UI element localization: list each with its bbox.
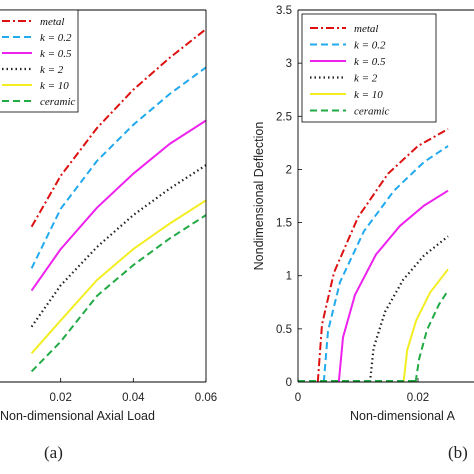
panel-a-x-ticks: 0.02 0.04 0.06: [49, 378, 217, 404]
panel-b-series-line-1: [322, 145, 449, 382]
panel-b-legend-box: [301, 13, 437, 123]
legend-label: ceramic: [40, 96, 76, 108]
x-tick-label: 0.06: [195, 392, 217, 404]
panel-b-series-line-3: [368, 235, 449, 382]
x-tick-label: 0.02: [407, 392, 429, 404]
legend-label: k = 2: [354, 73, 378, 85]
panel-a-legend: metal k = 0.2 k = 0.5 k = 2 k = 10 ceramic: [0, 9, 79, 113]
y-tick-label: 1.5: [276, 218, 292, 230]
panel-a-legend-box: [0, 9, 79, 113]
legend-label: k = 0.5: [354, 56, 386, 68]
panel-a-series-line-0: [30, 28, 206, 228]
x-tick-label: 0.04: [122, 392, 145, 404]
legend-label: k = 0.2: [354, 40, 386, 52]
panel-a-plot-area: [30, 28, 206, 373]
panel-b-subplot-label: (b): [448, 443, 468, 462]
y-tick-label: 0.5: [276, 324, 292, 336]
panel-a-series-line-1: [30, 66, 206, 269]
panel-a-subplot-label: (a): [44, 443, 63, 462]
legend-label: metal: [354, 23, 378, 35]
panel-a-series-line-5: [30, 214, 206, 373]
legend-label: metal: [40, 16, 64, 28]
legend-label: k = 10: [354, 89, 383, 101]
panel-b-series-line-4: [402, 268, 449, 382]
y-tick-label: 3.5: [276, 5, 292, 17]
panel-b-x-axis-label: Non-dimensional A: [350, 409, 456, 423]
panel-a-series-line-4: [30, 199, 206, 354]
panel-b-series-line-0: [316, 128, 449, 382]
panel-a-series-line-2: [30, 119, 206, 292]
panel-b: 0 0.02 0 0.5 1 1.5 2 2.5 3 3.5 Nondimensional Def…: [252, 5, 474, 462]
panel-a: 0.02 0.04 0.06 Non-dimensional Axial Load …: [0, 9, 217, 462]
x-tick-label: 0: [295, 392, 301, 404]
y-tick-label: 2.5: [276, 111, 292, 123]
legend-label: k = 0.2: [40, 32, 72, 44]
panel-a-x-axis-label: Non-dimensional Axial Load: [0, 409, 155, 423]
x-tick-label: 0.02: [49, 392, 71, 404]
legend-label: k = 0.5: [40, 48, 72, 60]
legend-label: k = 2: [40, 64, 64, 76]
panel-b-legend: metal k = 0.2 k = 0.5 k = 2 k = 10 ceramic: [301, 13, 437, 123]
y-tick-label: 1: [286, 271, 292, 283]
panel-a-series-line-3: [30, 164, 206, 328]
panel-b-series-line-5: [414, 290, 449, 382]
panel-b-y-axis-label: Nondimensional Deflection: [252, 122, 266, 271]
legend-label: k = 10: [40, 80, 69, 92]
y-tick-label: 2: [286, 164, 292, 176]
panel-b-ticks: 0 0.02 0 0.5 1 1.5 2 2.5 3 3.5: [276, 5, 429, 404]
y-tick-label: 0: [286, 377, 292, 389]
panel-b-plot-area: [298, 128, 449, 382]
y-tick-label: 3: [286, 58, 292, 70]
legend-label: ceramic: [354, 106, 390, 118]
panel-b-series-line-2: [337, 189, 449, 382]
